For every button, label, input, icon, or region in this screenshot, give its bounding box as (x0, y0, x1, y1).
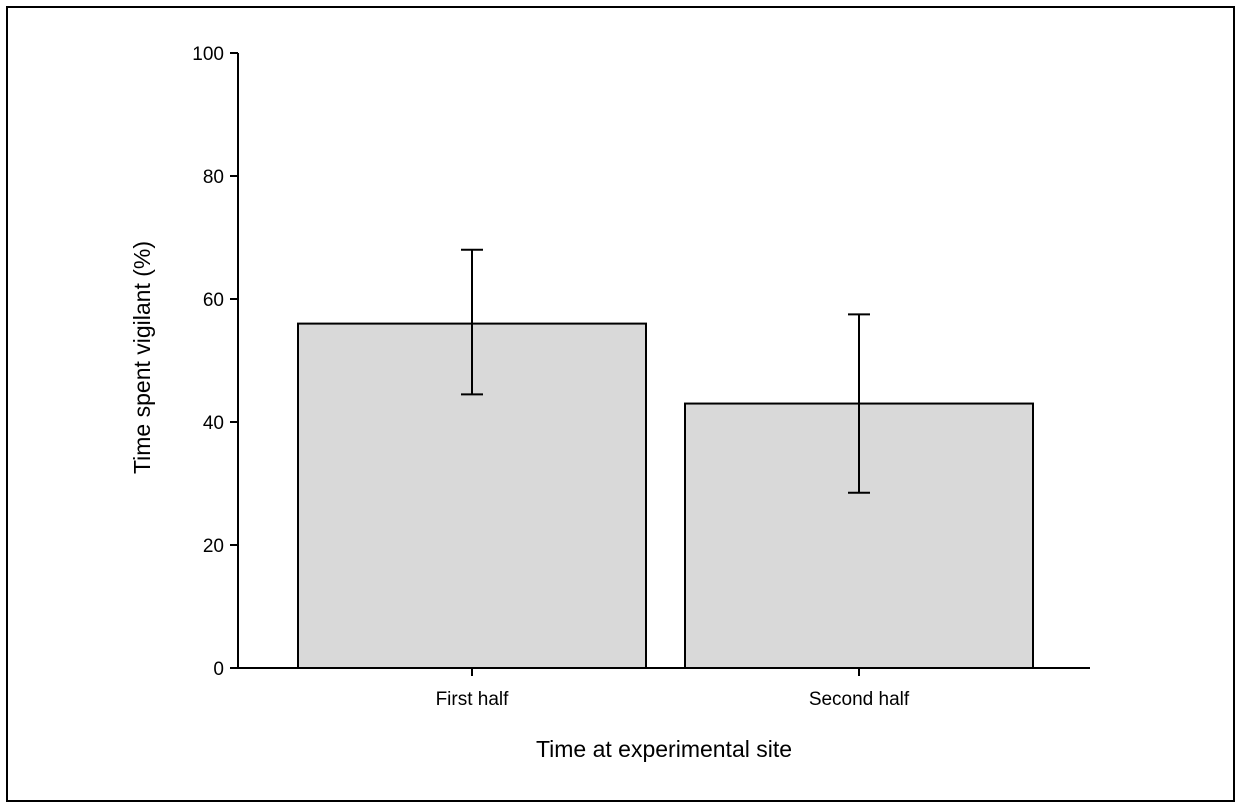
y-tick-label-40: 40 (203, 413, 224, 434)
y-tick-label-100: 100 (192, 44, 224, 65)
x-tick-label-2: Second half (809, 689, 910, 710)
y-axis-title: Time spent vigilant (%) (129, 241, 155, 474)
chart-marks (297, 248, 1034, 669)
y-tick-label-0: 0 (213, 659, 224, 680)
y-tick-label-20: 20 (203, 536, 224, 557)
x-axis-title: Time at experimental site (536, 736, 792, 762)
y-tick-label-80: 80 (203, 167, 224, 188)
y-tick-label-60: 60 (203, 290, 224, 311)
chart-axes: First half Second half 0 20 40 60 80 100 (192, 44, 1090, 710)
x-tick-label-1: First half (436, 689, 510, 710)
